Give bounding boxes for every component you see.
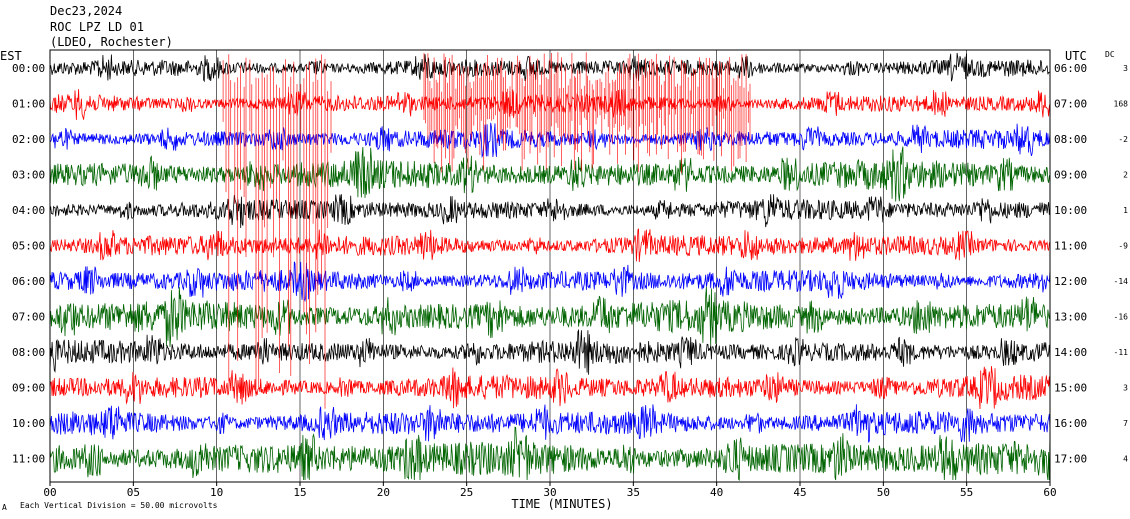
trace-spike-lines	[222, 52, 751, 409]
trace-10:00	[49, 404, 1051, 443]
utc-hour-label: 09:00	[1054, 169, 1087, 182]
trace-08:00	[49, 328, 1051, 375]
est-hour-label: 03:00	[12, 169, 45, 182]
x-tick-label-60: 60	[1043, 486, 1056, 499]
x-tick-label-55: 55	[960, 486, 973, 499]
est-hour-label: 07:00	[12, 311, 45, 324]
dc-offset-label: 2	[1123, 171, 1128, 180]
date-label: Dec23,2024	[50, 4, 122, 18]
est-hour-label: 00:00	[12, 62, 45, 75]
utc-hour-label: 10:00	[1054, 204, 1087, 217]
utc-hour-label: 07:00	[1054, 98, 1087, 111]
trace-06:00	[49, 261, 1051, 303]
dc-offset-label: -2	[1118, 135, 1128, 144]
dc-offset-label: 3	[1123, 384, 1128, 393]
x-tick-label-00: 00	[43, 486, 56, 499]
trace-05:00	[49, 228, 1051, 263]
network-label: (LDEO, Rochester)	[50, 35, 173, 49]
dc-offset-label: 3	[1123, 64, 1128, 73]
utc-hour-label: 16:00	[1054, 417, 1087, 430]
dc-offset-label: 168	[1114, 100, 1129, 109]
trace-03:00	[49, 146, 1051, 202]
dc-offset-label: 4	[1123, 455, 1128, 464]
scale-note: Each Vertical Division = 50.00 microvolt…	[20, 501, 218, 510]
dc-offset-label: 7	[1123, 419, 1128, 428]
station-label: ROC LPZ LD 01	[50, 20, 144, 34]
dc-offset-label: -9	[1118, 242, 1128, 251]
dc-offset-label: -14	[1114, 277, 1129, 286]
x-tick-label-15: 15	[293, 486, 306, 499]
trace-spikes	[222, 52, 751, 409]
est-hour-label: 10:00	[12, 417, 45, 430]
est-hour-label: 06:00	[12, 275, 45, 288]
utc-hour-label: 12:00	[1054, 275, 1087, 288]
utc-hour-label: 06:00	[1054, 62, 1087, 75]
dc-header-label: DC	[1105, 50, 1115, 59]
trace-09:00	[49, 366, 1051, 410]
x-tick-label-50: 50	[877, 486, 890, 499]
axis-labels: 00 05 10 15 20 25 30 35 40 45 50 55 60 00:00 06:00 3 01:…	[12, 62, 1128, 499]
est-hour-label: 11:00	[12, 453, 45, 466]
utc-hour-label: 11:00	[1054, 240, 1087, 253]
trace-group	[49, 52, 1051, 482]
utc-hour-label: 14:00	[1054, 346, 1087, 359]
dc-offset-label: -11	[1114, 348, 1129, 357]
x-tick-label-35: 35	[627, 486, 640, 499]
x-axis-label: TIME (MINUTES)	[511, 497, 612, 511]
utc-hour-label: 17:00	[1054, 453, 1087, 466]
trace-02:00	[49, 122, 1051, 159]
utc-hour-label: 08:00	[1054, 133, 1087, 146]
utc-hour-label: 13:00	[1054, 311, 1087, 324]
est-hour-label: 08:00	[12, 346, 45, 359]
x-tick-label-05: 05	[127, 486, 140, 499]
x-tick-label-20: 20	[377, 486, 390, 499]
x-tick-label-10: 10	[210, 486, 223, 499]
trace-11:00	[49, 426, 1051, 482]
est-hour-label: 02:00	[12, 133, 45, 146]
dc-offset-label: 1	[1123, 206, 1128, 215]
left-timezone-label: EST	[0, 49, 22, 63]
trace-07:00	[49, 286, 1051, 347]
trace-04:00	[49, 194, 1051, 229]
x-tick-label-45: 45	[793, 486, 806, 499]
x-tick-label-25: 25	[460, 486, 473, 499]
utc-hour-label: 15:00	[1054, 382, 1087, 395]
x-tick-label-40: 40	[710, 486, 723, 499]
right-timezone-label: UTC	[1065, 49, 1087, 63]
est-hour-label: 05:00	[12, 240, 45, 253]
scale-mark: A	[2, 503, 7, 512]
x-tick-label-30: 30	[543, 486, 556, 499]
est-hour-label: 01:00	[12, 98, 45, 111]
est-hour-label: 04:00	[12, 204, 45, 217]
est-hour-label: 09:00	[12, 382, 45, 395]
dc-offset-label: -16	[1114, 313, 1129, 322]
